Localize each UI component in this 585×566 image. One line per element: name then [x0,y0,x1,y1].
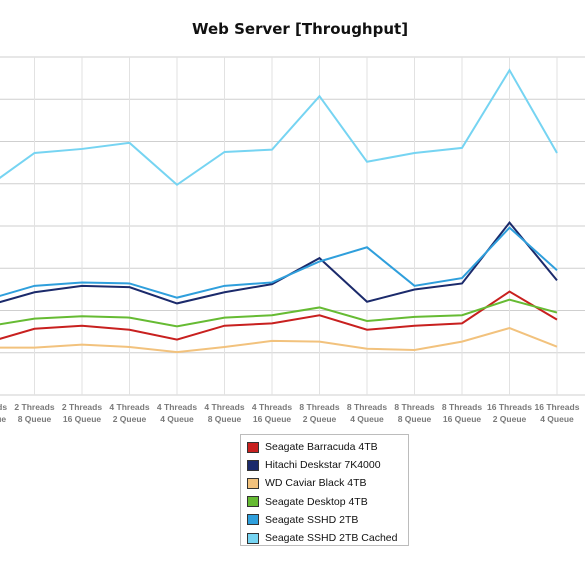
series-line-6 [0,68,558,187]
legend-item: Seagate Desktop 4TB [247,493,408,511]
x-tick-label: 2 Threads 8 Queue [14,402,54,424]
legend-item: Hitachi Deskstar 7K4000 [247,456,408,474]
x-tick-label: 16 Threads 4 Queue [535,402,580,424]
chart-series-lines [0,68,558,354]
legend-label: Hitachi Deskstar 7K4000 [265,459,381,472]
legend-label: Seagate Barracuda 4TB [265,441,378,454]
x-tick-label: 16 Threads 2 Queue [487,402,532,424]
series-line-4 [0,298,558,328]
legend-label: Seagate SSHD 2TB Cached [265,532,398,545]
series-line-1 [0,290,558,341]
x-tick-label: 4 Threads 2 Queue [109,402,149,424]
x-tick-label: 8 Threads 2 Queue [299,402,339,424]
legend-swatch [247,441,259,453]
series-line-2 [0,221,558,305]
legend-label: Seagate Desktop 4TB [265,495,368,508]
legend-item: Seagate Barracuda 4TB [247,438,408,456]
legend-label: WD Caviar Black 4TB [265,477,367,490]
legend-swatch [247,459,259,471]
legend-item: Seagate SSHD 2TB [247,511,408,529]
x-tick-label: 8 Threads 8 Queue [394,402,434,424]
legend-swatch [247,532,259,544]
x-tick-label: 8 Threads 16 Queue [442,402,482,424]
legend-swatch [247,496,259,508]
legend-item: Seagate SSHD 2TB Cached [247,529,408,547]
legend-swatch [247,477,259,489]
series-line-5 [0,226,558,299]
chart-grid [0,56,585,396]
chart-title: Web Server [Throughput] [191,20,409,38]
x-tick-label: 2 Threads 16 Queue [62,402,102,424]
x-tick-label: 4 Threads 8 Queue [204,402,244,424]
x-tick-label: 8 Threads 4 Queue [347,402,387,424]
chart-legend: Seagate Barracuda 4TB Hitachi Deskstar 7K… [240,434,409,546]
x-tick-label: 4 Threads 16 Queue [252,402,292,424]
legend-label: Seagate SSHD 2TB [265,513,359,526]
series-line-3 [0,327,558,354]
x-tick-label: 4 Threads 4 Queue [157,402,197,424]
legend-item: WD Caviar Black 4TB [247,474,408,492]
legend-swatch [247,514,259,526]
